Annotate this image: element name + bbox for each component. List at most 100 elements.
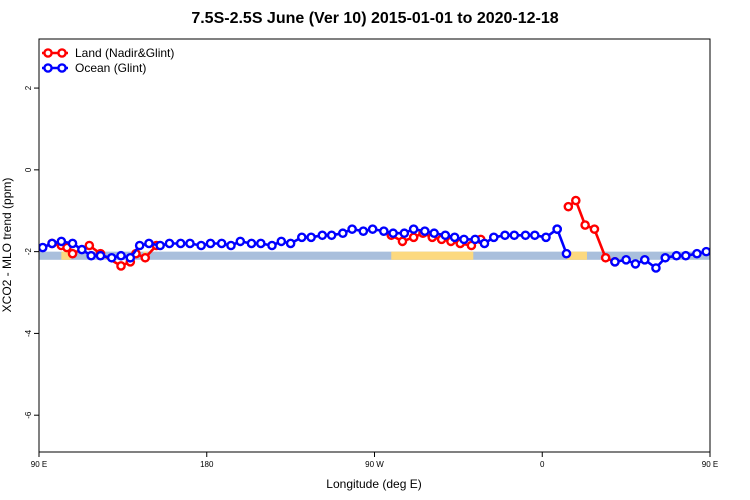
data-point [488,232,499,243]
data-point [639,255,650,265]
data-point [67,248,78,259]
x-axis: 90 E 180 90 W 0 90 E [31,452,718,469]
data-point [285,238,296,249]
y-tick-label: 0 [24,167,33,172]
data-point [226,240,236,251]
x-tick-label: 90 E [702,460,718,469]
legend-marker [57,48,67,58]
data-point [155,240,165,251]
data-point [420,226,430,236]
data-point [317,230,328,241]
data-point [86,250,96,261]
legend-item: Ocean (Glint) [42,61,146,75]
data-point [84,240,95,251]
data-point [399,228,410,239]
legend-marker [57,63,67,73]
data-point [106,252,117,263]
chart-title: 7.5S-2.5S June (Ver 10) 2015-01-01 to 20… [191,10,559,27]
data-point [470,234,480,245]
data-point [379,226,389,236]
data-point [630,259,641,269]
legend-label: Ocean (Glint) [75,61,146,75]
y-tick-label: -2 [24,248,33,256]
data-point [205,238,216,249]
data-point [67,238,78,249]
x-tick-label: 0 [540,460,545,469]
x-tick-label: 180 [200,460,214,469]
y-axis-label: XCO2 - MLO trend (ppm) [0,178,14,313]
data-point [600,252,611,263]
data-point [47,238,57,249]
data-point [541,232,551,243]
x-axis-label: Longitude (deg E) [326,477,421,491]
data-point [347,224,357,234]
data-point [77,244,87,255]
data-point [660,252,671,263]
data-point [408,224,419,234]
data-point [529,230,540,241]
data-point [164,238,175,249]
data-point [408,232,419,243]
data-point [125,252,136,263]
data-point [358,226,369,236]
legend-label: Land (Nadir&Glint) [75,46,174,60]
data-point [563,201,574,212]
data-point [235,236,246,247]
data-point [561,248,572,259]
data-point [140,252,151,263]
x-tick-label: 90 E [31,460,47,469]
data-point [175,238,186,249]
data-point [256,238,266,249]
data-point [429,228,439,239]
data-point [388,228,398,239]
band-land [566,251,587,260]
data-point [701,246,710,257]
x-tick-label: 90 W [365,460,384,469]
data-point [723,248,730,255]
data-point [134,240,145,251]
data-point [39,242,48,253]
y-tick-label: 2 [24,85,33,90]
data-point [580,220,590,230]
data-point [326,230,337,241]
data-point [246,238,257,249]
band-ocean [39,251,710,260]
data-point [276,236,287,247]
data-point [116,250,126,261]
data-point [367,224,378,234]
series-ocean [39,224,750,273]
data-point [621,255,631,265]
data-point [610,257,620,267]
data-point [338,228,348,239]
data-point [651,263,661,273]
y-tick-label: -6 [24,411,33,419]
data-point [440,230,451,241]
data-point [479,238,490,249]
data-point [297,232,307,243]
data-point [185,238,195,249]
data-point [520,230,531,241]
legend-marker [43,48,53,58]
series-layer [39,195,750,273]
data-point [449,232,460,243]
data-point [196,240,206,251]
data-point [144,238,154,249]
data-point [734,242,741,249]
data-point [589,224,600,234]
data-point [744,246,750,253]
data-point [509,230,520,241]
data-point [56,236,67,247]
data-point [500,230,510,241]
data-point [116,261,126,271]
data-point [571,195,581,206]
data-point [680,250,691,261]
data-point [397,236,408,247]
data-point [552,224,562,234]
legend-item: Land (Nadir&Glint) [42,46,174,60]
data-point [267,240,277,251]
data-point [714,246,721,253]
y-tick-label: -4 [24,329,33,337]
data-point [459,234,469,245]
data-point [671,250,682,261]
